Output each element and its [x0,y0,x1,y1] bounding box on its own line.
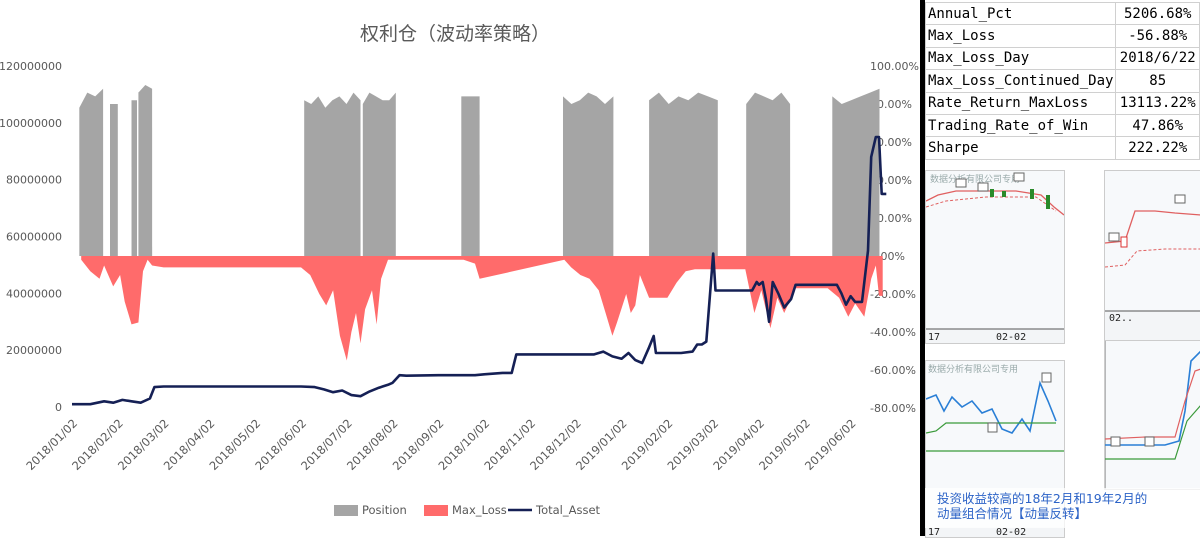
position-area [562,92,614,256]
legend: Position Max_Loss Total_Asset [334,503,601,517]
stat-value: 5206.68% [1115,1,1200,26]
left-tick-label: 40000000 [6,287,62,300]
strategy-chart: 权利仓（波动率策略） 120000000 100000000 80000000 600… [0,23,919,517]
thumb-axis-label: 02.. [1109,313,1133,324]
stat-value: 2018/6/22 [1115,46,1200,71]
stats-row: Sharpe 222.22% [924,136,1200,160]
note-background [925,488,1200,528]
stat-value: -56.88% [1115,24,1200,48]
legend-label: Max_Loss [452,503,507,517]
right-tick-label: -60.00% [870,364,916,377]
stat-label: Max_Loss_Day [924,46,1117,71]
left-tick-label: 100000000 [0,117,62,130]
chart-title: 权利仓（波动率策略） [360,23,550,45]
left-tick-label: 80000000 [6,174,62,187]
stat-value: 85 [1115,69,1200,93]
thumbnail-chart-4 [1104,340,1200,490]
position-area [746,92,791,256]
position-area [649,92,718,256]
thumb-axis-label: 02-02 [996,527,1026,537]
legend-label: Total_Asset [535,503,601,517]
left-tick-label: 120000000 [0,60,62,73]
note-line-2: 动量组合情况【动量反转】 [937,506,1088,521]
stats-row: Annual_Pct 5206.68% [924,1,1200,26]
stats-row: Max_Loss_Day 2018/6/22 [924,46,1200,71]
legend-label: Position [362,503,407,517]
thumbnail-chart-1: 数据分析有限公司专用 17 02-02 [925,170,1065,344]
x-axis: 2018/01/022018/02/022018/03/022018/04/02… [23,416,858,473]
right-tick-label: 20.00% [870,212,912,225]
plot-area [72,85,887,406]
total-asset-line [72,135,887,406]
note-line-1: 投资收益较高的18年2月和19年2月的 [937,491,1148,506]
stats-row: Max_Loss -56.88% [924,24,1200,48]
stat-value: 222.22% [1115,136,1200,160]
stat-label: Annual_Pct [924,1,1117,26]
panel-divider [920,0,925,536]
stat-label: Sharpe [924,136,1117,160]
stat-value: 13113.22% [1115,91,1200,115]
right-tick-label: -40.00% [870,326,916,339]
position-area [832,88,880,256]
stats-row: Rate_Return_MaxLoss 13113.22% [924,91,1200,115]
left-tick-label: 60000000 [6,231,62,244]
thumb-watermark: 数据分析有限公司专用 [930,173,1020,185]
stat-label: Max_Loss_Continued_Day [924,69,1117,93]
right-tick-label: 80.00% [870,98,912,111]
left-axis: 120000000 100000000 80000000 60000000 400000… [0,60,62,414]
position-area [362,92,396,256]
thumb-axis-label: 17 [928,332,940,343]
thumbnail-chart-2: 02.. [1104,170,1200,344]
thumb-axis-label: 02-02 [996,332,1026,343]
left-tick-label: 20000000 [6,344,62,357]
stat-value: 47.86% [1115,113,1200,138]
thumb-watermark: 数据分析有限公司专用 [928,363,1018,375]
position-area [110,104,118,256]
position-area [304,92,361,256]
stats-table: Annual_Pct 5206.68% Max_Loss -56.88% Max_Los… [924,1,1200,160]
left-tick-label: 0 [55,401,62,414]
annotation-note: 投资收益较高的18年2月和19年2月的 动量组合情况【动量反转】 [937,491,1187,521]
position-area [131,100,138,256]
stats-row: Trading_Rate_of_Win 47.86% [924,113,1200,138]
stat-label: Trading_Rate_of_Win [924,113,1117,138]
stats-row: Max_Loss_Continued_Day 85 [924,69,1200,93]
right-tick-label: 100.00% [870,60,919,73]
stat-label: Rate_Return_MaxLoss [924,91,1117,115]
legend-swatch [424,505,448,516]
right-tick-label: -20.00% [870,288,916,301]
thumb-axis-label: 17 [928,527,940,537]
stat-label: Max_Loss [924,24,1117,48]
legend-swatch [334,505,358,516]
max-loss-area [81,256,883,361]
position-area [138,85,153,256]
position-area [461,96,480,257]
position-area [79,88,104,256]
right-tick-label: -80.00% [870,402,916,415]
